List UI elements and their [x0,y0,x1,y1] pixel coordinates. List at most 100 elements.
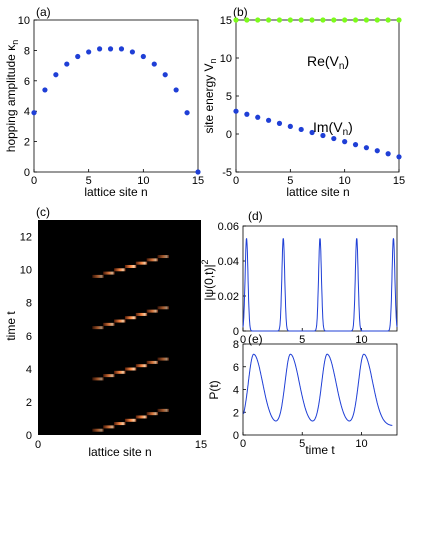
panel-b-re-point [244,17,250,23]
panel-d-xtick-label: 0 [240,334,246,346]
panel-a-ytick-label: 8 [24,45,30,57]
panel-c-pulse-segment [92,326,104,330]
panel-b-im-point [276,120,283,126]
panel-a-ytick-label: 6 [24,76,30,88]
panel-a-data-point [184,110,190,116]
panel-d-ticks: 0 5 10 0 0.02 0.04 0.06 [218,221,368,346]
panel-d-ytick-label: 0.02 [218,291,239,303]
panel-b-re-point [352,17,359,23]
panel-c-ytick-label: 2 [26,397,32,409]
panel-a: (a) 0 5 10 15 0 2 4 6 8 10 lattice site n hopping… [4,5,204,199]
panel-c-pulse-segment [114,422,126,426]
panel-a-xtick-label: 5 [86,175,92,187]
panel-d-ytick-label: 0.04 [218,256,239,268]
panel-b-im-point [287,123,293,129]
panel-a-axes-frame [33,19,199,173]
panel-e-xlabel: time t [305,443,335,457]
panel-a-ticks: 0 5 10 15 0 2 4 6 8 10 [18,15,204,187]
panel-a-data-point [53,72,59,78]
panel-b-label: (b) [233,5,248,19]
panel-b-xlabel: lattice site n [286,185,349,199]
panel-a-xtick-label: 0 [31,175,37,187]
panel-b-points [233,17,402,160]
panel-b-im-point [331,135,337,142]
panel-c-pulse-segment [114,268,126,272]
panel-a-data-point [162,72,168,78]
panel-b-re-point [385,17,391,23]
panel-c-ytick-label: 12 [20,232,32,244]
panel-e: (e) 0 5 10 0 2 4 6 8 time t P(t) [207,332,398,457]
panel-c-pulse-segment [146,309,159,313]
panel-a-label: (a) [36,5,51,19]
panel-c-pulse-segment [146,258,159,262]
panel-a-data-point [195,169,201,175]
panel-c-ytick-label: 8 [26,298,32,310]
panel-b-xtick-label: 15 [393,175,405,187]
panel-b-re-point [255,17,261,23]
panel-b-xtick-label: 5 [287,175,293,187]
panel-b-re-point [342,17,348,23]
panel-a-ytick-label: 2 [24,137,30,149]
panel-c-xtick-label: 0 [35,439,41,451]
panel-c-pulse-segment [92,377,104,381]
panel-e-ytick-label: 6 [233,362,239,374]
panel-a-data-point [31,110,37,116]
panel-c-pulse-segment [146,360,159,364]
panel-b-re-point [331,17,337,23]
panel-a-xtick-label: 15 [192,175,204,187]
panel-a-data-point [118,46,125,52]
panel-c-pulse-segment [124,264,137,268]
panel-c-pulse-segment [135,415,148,419]
panel-a-data-point [173,87,179,93]
panel-b-im-point [233,108,239,114]
panel-a-data-point [42,87,48,93]
panel-b-re-point [298,17,304,23]
panel-d-ytick-label: 0.06 [218,221,239,233]
panel-c-heatmap-bg [38,220,201,435]
panel-c-pulses [92,255,169,432]
panel-e-ylabel: P(t) [207,380,221,399]
panel-b-ytick-label: 10 [220,53,232,65]
panel-b-ytick-label: -5 [222,167,232,179]
panel-a-ytick-label: 0 [24,167,30,179]
panel-b-ytick-label: 0 [226,129,232,141]
panel-c-ytick-label: 10 [20,265,32,277]
panel-b-ytick-label: 5 [226,91,232,103]
panel-e-curve [243,353,393,426]
panel-b-re-point [287,17,293,23]
panel-c-pulse-segment [157,255,169,259]
panel-c-pulse-segment [124,316,137,320]
panel-a-ytick-label: 4 [24,106,30,118]
panel-d-label: (d) [248,209,263,223]
panel-c-pulse-segment [124,418,137,422]
panel-b-xtick-label: 10 [339,175,351,187]
panel-c-ytick-label: 4 [26,364,32,376]
panel-a-data-point [64,61,70,67]
panel-c-pulse-segment [114,319,126,323]
panel-b-im-point [244,111,250,117]
panel-c-pulse-segment [124,367,137,371]
panel-a-ylabel: hopping amplitude κn [4,40,20,152]
panel-c-pulse-segment [135,364,148,368]
panel-e-xtick-label: 0 [240,438,246,450]
panel-a-data-point [107,46,114,52]
panel-c-pulse-segment [135,312,148,316]
panel-c-pulse-segment [103,425,115,429]
panel-b-re-point [276,17,283,23]
panel-a-points [31,46,201,175]
panel-c-pulse-segment [157,357,169,361]
panel-e-ytick-label: 2 [233,407,239,419]
panel-c-pulse-segment [146,412,159,416]
panel-b-im-point [352,142,359,148]
panel-c-pulse-segment [157,306,169,310]
panel-c-ticks: 0 2 4 6 8 10 12 0 15 [20,232,207,451]
panel-b-im-point [363,145,369,151]
panel-d: (d) 0 5 10 0 0.02 0.04 0.06 |ψ(0,t)|2 [200,209,398,346]
panel-a-xtick-label: 10 [137,175,149,187]
panel-a-ytick-label: 10 [18,15,30,27]
panel-b-re-point [396,17,402,23]
panel-c-pulse-segment [114,370,126,374]
